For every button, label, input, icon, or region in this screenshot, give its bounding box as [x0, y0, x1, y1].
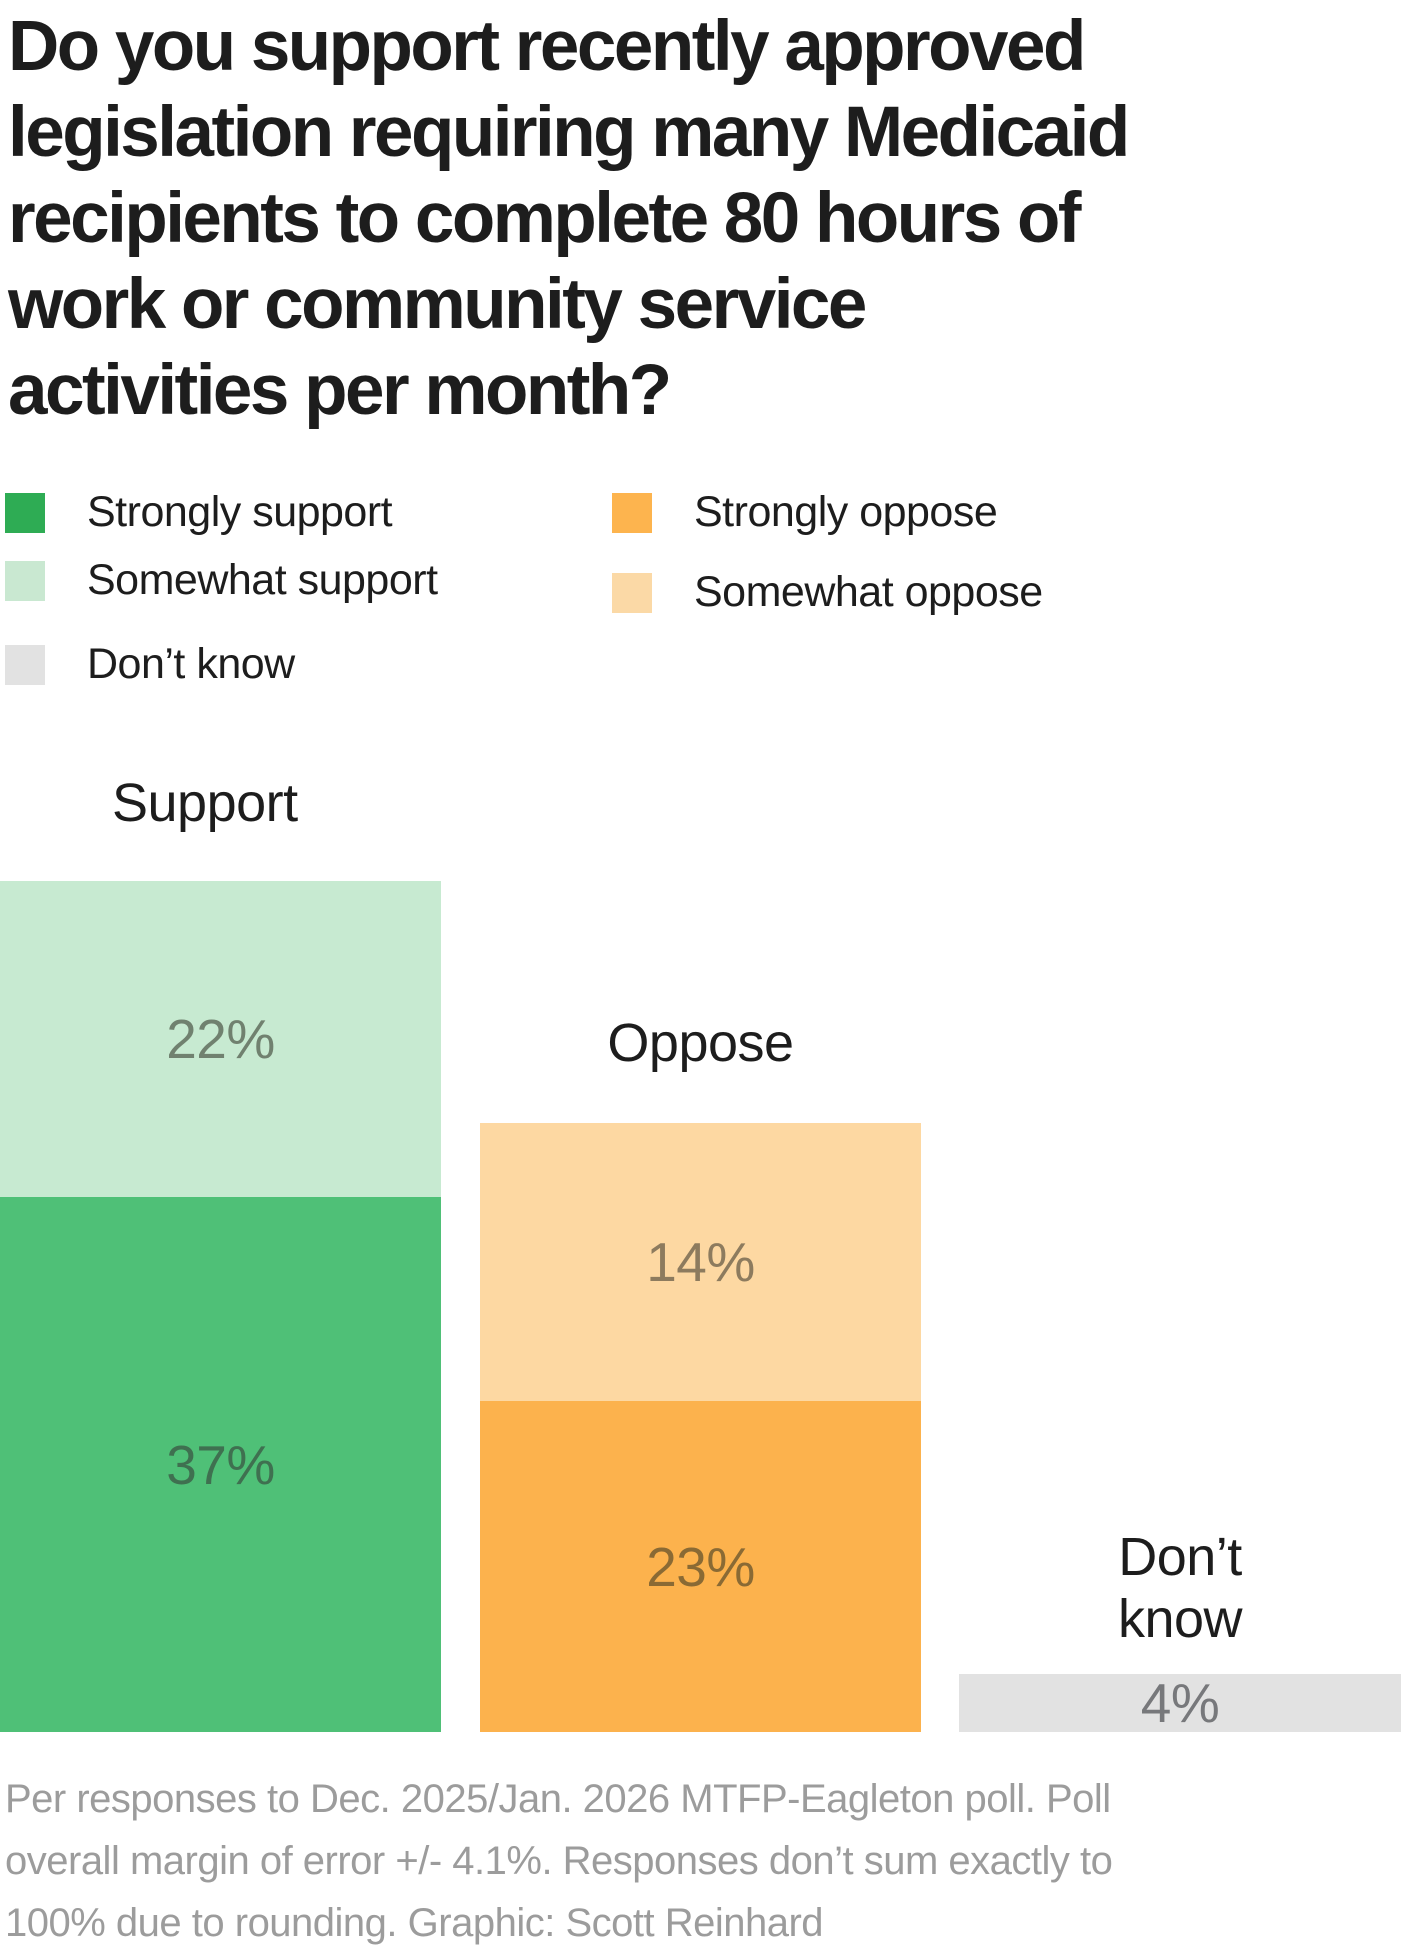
legend-item-somewhat-oppose: Somewhat oppose	[612, 568, 1043, 617]
legend-swatch-strongly-oppose	[612, 492, 652, 533]
legend-label-dont-know: Don’t know	[87, 640, 295, 688]
legend-label-somewhat-support: Somewhat support	[87, 556, 438, 604]
legend-label-strongly-oppose: Strongly oppose	[694, 488, 998, 536]
source-note-line: Per responses to Dec. 2025/Jan. 2026 MTF…	[5, 1777, 1111, 1821]
legend-swatch-strongly-support	[5, 492, 45, 533]
bar-segment-somewhat-support: 22%	[0, 881, 441, 1197]
source-note: Per responses to Dec. 2025/Jan. 2026 MTF…	[5, 1768, 1401, 1950]
chart-title: Do you support recently approved legisla…	[8, 4, 1398, 434]
bar-segment-strongly-support: 37%	[0, 1197, 441, 1732]
value-label-somewhat-oppose: 14%	[646, 1231, 755, 1293]
source-note-line: 100% due to rounding. Graphic: Scott Rei…	[5, 1901, 824, 1945]
legend-item-strongly-support: Strongly support	[5, 488, 393, 537]
value-label-dont-know: 4%	[1140, 1672, 1220, 1734]
bar-group-label-oppose: Oppose	[607, 1013, 794, 1073]
chart-title-line: work or community service	[8, 265, 867, 344]
legend-label-strongly-support: Strongly support	[87, 488, 393, 536]
bar-segment-strongly-oppose: 23%	[480, 1401, 921, 1732]
chart-title-line: legislation requiring many Medicaid	[8, 93, 1130, 172]
legend-label-somewhat-oppose: Somewhat oppose	[694, 568, 1043, 616]
source-note-line: overall margin of error +/- 4.1%. Respon…	[5, 1839, 1113, 1883]
chart-title-line: activities per month?	[8, 351, 672, 430]
legend-swatch-somewhat-oppose	[612, 572, 652, 613]
bar-group-label-support: Support	[112, 773, 298, 833]
legend-item-dont-know: Don’t know	[5, 640, 295, 689]
value-label-strongly-support: 37%	[166, 1433, 275, 1496]
bar-segment-dont-know: 4%	[959, 1672, 1401, 1734]
legend-item-somewhat-support: Somewhat support	[5, 556, 438, 605]
value-label-strongly-oppose: 23%	[646, 1535, 755, 1598]
chart-title-line: Do you support recently approved	[8, 7, 1086, 86]
value-label-somewhat-support: 22%	[166, 1008, 275, 1070]
bar-group-label-dont-know: Don’t know	[1117, 1527, 1243, 1649]
legend-item-strongly-oppose: Strongly oppose	[612, 488, 998, 537]
chart-title-line: recipients to complete 80 hours of	[8, 179, 1081, 258]
bar-segment-somewhat-oppose: 14%	[480, 1123, 921, 1401]
legend-swatch-dont-know	[5, 644, 45, 685]
legend-swatch-somewhat-support	[5, 560, 45, 601]
